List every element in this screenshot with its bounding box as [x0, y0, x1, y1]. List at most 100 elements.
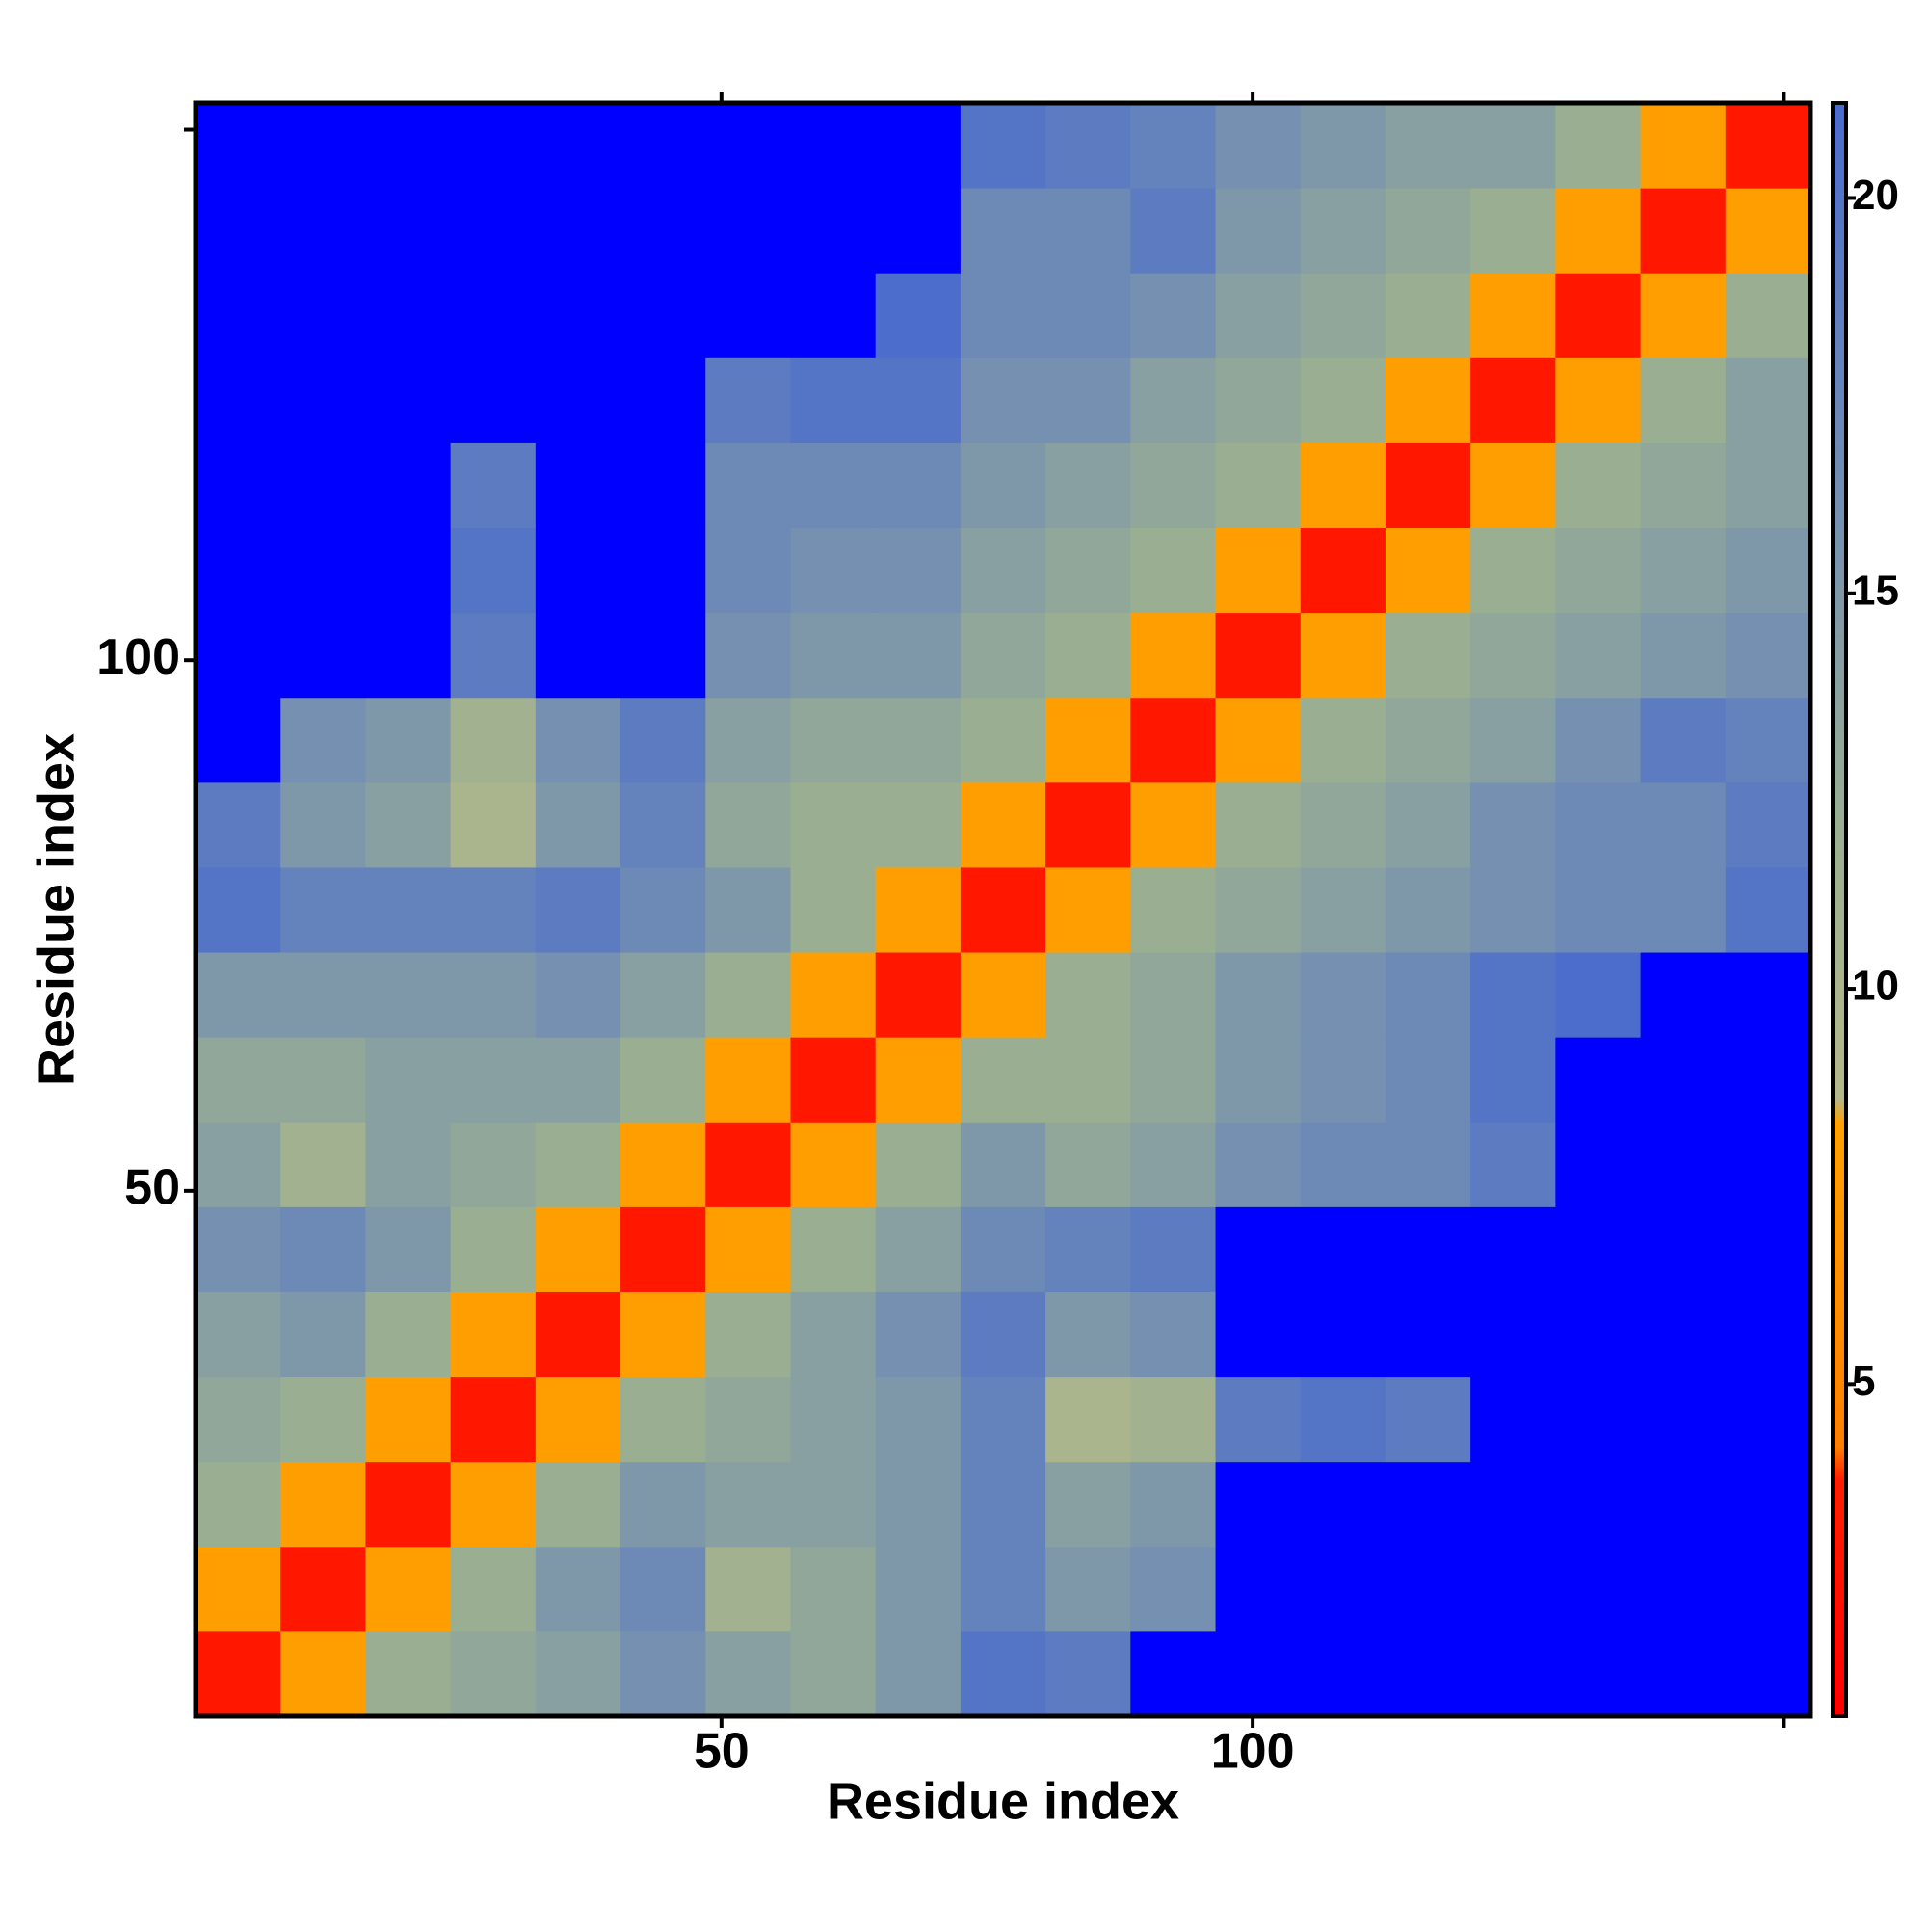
cell [1215, 273, 1302, 358]
cell [1300, 1291, 1386, 1378]
cell [280, 527, 366, 614]
cell [620, 273, 706, 358]
cell [1725, 612, 1811, 699]
cell [1470, 1546, 1556, 1632]
cell [1215, 1206, 1302, 1292]
cell [1470, 697, 1556, 783]
cell [450, 442, 537, 529]
cell [1725, 781, 1811, 868]
cell [705, 188, 791, 274]
cell [1640, 1376, 1727, 1463]
cell [790, 1037, 877, 1123]
cell [620, 1122, 706, 1207]
cell [875, 1376, 962, 1463]
cell [196, 1122, 281, 1207]
cell [705, 697, 791, 783]
cell [960, 357, 1046, 443]
cell [1470, 527, 1556, 614]
cell [1130, 697, 1217, 783]
cell [1215, 1461, 1302, 1548]
cell [1300, 1206, 1386, 1292]
cell [1130, 952, 1217, 1038]
cell [790, 697, 877, 783]
cell [450, 866, 537, 953]
cell [535, 1206, 621, 1292]
cell [450, 952, 537, 1038]
cell [1725, 442, 1811, 529]
cell [196, 442, 281, 529]
cell [705, 1291, 791, 1378]
cell [620, 527, 706, 614]
cell [1725, 1291, 1811, 1378]
cell [1555, 866, 1642, 953]
cell [196, 527, 281, 614]
cell [1555, 612, 1642, 699]
cell [1045, 1037, 1131, 1123]
cell [875, 952, 962, 1038]
cell [196, 357, 281, 443]
cell [1470, 781, 1556, 868]
cell [1470, 1630, 1556, 1717]
cell [280, 781, 366, 868]
cell [1215, 442, 1302, 529]
cell [280, 952, 366, 1038]
cell [1470, 1037, 1556, 1123]
cell [790, 357, 877, 443]
cell [1640, 273, 1727, 358]
cell [365, 1630, 452, 1717]
cell [1640, 1630, 1727, 1717]
cell [705, 1122, 791, 1207]
heatmap-cells [196, 103, 1811, 1717]
cell [875, 1122, 962, 1207]
cell [1130, 357, 1217, 443]
cell [1470, 1461, 1556, 1548]
cell [705, 1206, 791, 1292]
cell [535, 1376, 621, 1463]
cell [365, 1291, 452, 1378]
cell [1385, 1376, 1471, 1463]
cell [875, 188, 962, 274]
cell [1045, 103, 1131, 189]
cell [1640, 1546, 1727, 1632]
cell [1385, 1461, 1471, 1548]
cell [535, 1037, 621, 1123]
cell [1215, 866, 1302, 953]
cell [1130, 188, 1217, 274]
cell [1130, 1037, 1217, 1123]
cell [450, 1122, 537, 1207]
cell [196, 188, 281, 274]
cell [875, 442, 962, 529]
cell [280, 188, 366, 274]
x-axis-label: Residue index [827, 1772, 1179, 1830]
cell [1045, 781, 1131, 868]
cell [1045, 1376, 1131, 1463]
cell [1470, 866, 1556, 953]
cell [450, 1206, 537, 1292]
cell [1385, 1122, 1471, 1207]
cell [1385, 697, 1471, 783]
cell [960, 781, 1046, 868]
cell [620, 1376, 706, 1463]
cell [280, 273, 366, 358]
cell [790, 952, 877, 1038]
cell [196, 866, 281, 953]
cell [1300, 781, 1386, 868]
cell [1640, 188, 1727, 274]
cell [960, 866, 1046, 953]
cell [875, 866, 962, 953]
cell [450, 1461, 537, 1548]
cell [1555, 1206, 1642, 1292]
cell [960, 1037, 1046, 1123]
cell [196, 781, 281, 868]
cell [1470, 1376, 1556, 1463]
cell [1725, 952, 1811, 1038]
cell [365, 273, 452, 358]
cell [280, 612, 366, 699]
cell [365, 442, 452, 529]
cell [1130, 1546, 1217, 1632]
cell [1555, 1630, 1642, 1717]
cell [1555, 527, 1642, 614]
cell [875, 1461, 962, 1548]
cell [280, 697, 366, 783]
